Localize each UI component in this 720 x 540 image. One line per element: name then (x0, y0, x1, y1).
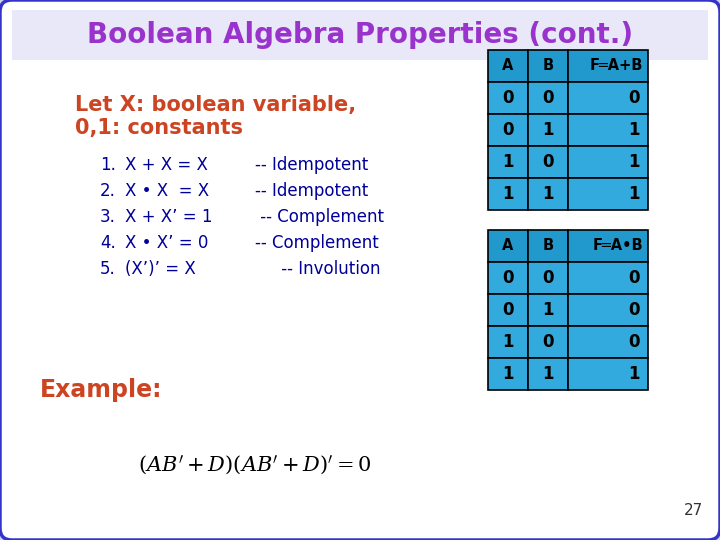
Text: 1: 1 (503, 153, 514, 171)
Text: B: B (542, 239, 554, 253)
Bar (568, 262, 648, 294)
Text: 2.: 2. (100, 182, 116, 200)
Bar (528, 50, 568, 82)
Bar (488, 358, 528, 390)
Bar (568, 82, 648, 114)
Bar (12, 10, 708, 60)
Text: 0: 0 (542, 153, 554, 171)
Text: X + X’ = 1: X + X’ = 1 (125, 208, 212, 226)
Text: B: B (542, 58, 554, 73)
Text: 1: 1 (629, 185, 640, 203)
Text: 0: 0 (629, 333, 640, 351)
Text: Boolean Algebra Properties (cont.): Boolean Algebra Properties (cont.) (87, 21, 633, 49)
Text: 1: 1 (542, 365, 554, 383)
Text: 0: 0 (629, 269, 640, 287)
Bar (568, 114, 648, 146)
Bar (568, 50, 648, 82)
Bar (528, 178, 568, 210)
Text: 0: 0 (503, 301, 514, 319)
Text: 1: 1 (629, 153, 640, 171)
Text: 0: 0 (542, 269, 554, 287)
Bar (488, 262, 528, 294)
Text: 1: 1 (503, 185, 514, 203)
Text: 0: 0 (503, 89, 514, 107)
Bar (528, 358, 568, 390)
Text: X • X  = X: X • X = X (125, 182, 209, 200)
Text: 1: 1 (629, 121, 640, 139)
Text: 1.: 1. (100, 156, 116, 174)
Text: -- Complement: -- Complement (255, 234, 379, 252)
Text: Let X: boolean variable,: Let X: boolean variable, (75, 95, 356, 115)
Text: 0: 0 (542, 333, 554, 351)
Bar (488, 178, 528, 210)
Bar (568, 294, 648, 326)
Text: -- Involution: -- Involution (255, 260, 380, 278)
Text: 1: 1 (542, 185, 554, 203)
Text: 1: 1 (542, 301, 554, 319)
Bar (528, 294, 568, 326)
Text: (X’)’ = X: (X’)’ = X (125, 260, 196, 278)
Text: 1: 1 (503, 333, 514, 351)
Text: 1: 1 (629, 365, 640, 383)
Text: X + X = X: X + X = X (125, 156, 208, 174)
Text: 0: 0 (542, 89, 554, 107)
Text: -- Complement: -- Complement (255, 208, 384, 226)
Text: -- Idempotent: -- Idempotent (255, 156, 368, 174)
Bar (528, 114, 568, 146)
Bar (568, 358, 648, 390)
Text: 1: 1 (503, 365, 514, 383)
Bar (488, 146, 528, 178)
Bar (568, 230, 648, 262)
Text: Example:: Example: (40, 378, 163, 402)
Text: F═A+B: F═A+B (590, 58, 643, 73)
Bar (488, 82, 528, 114)
Bar (488, 114, 528, 146)
Text: 3.: 3. (100, 208, 116, 226)
Bar (528, 82, 568, 114)
Text: 0: 0 (629, 89, 640, 107)
Text: $(AB'+D)(AB'+D)'=0$: $(AB'+D)(AB'+D)'=0$ (138, 453, 372, 477)
Text: 1: 1 (542, 121, 554, 139)
Text: 27: 27 (684, 503, 703, 518)
Bar (568, 178, 648, 210)
Bar (568, 326, 648, 358)
Text: 0: 0 (503, 121, 514, 139)
Text: A: A (503, 58, 513, 73)
Text: 5.: 5. (100, 260, 116, 278)
Bar (528, 262, 568, 294)
Bar (528, 230, 568, 262)
Bar (528, 146, 568, 178)
Bar (568, 146, 648, 178)
Text: 0: 0 (629, 301, 640, 319)
Text: A: A (503, 239, 513, 253)
Text: 0,1: constants: 0,1: constants (75, 118, 243, 138)
Text: -- Idempotent: -- Idempotent (255, 182, 368, 200)
Text: 0: 0 (503, 269, 514, 287)
Bar (528, 326, 568, 358)
Text: X • X’ = 0: X • X’ = 0 (125, 234, 208, 252)
Text: F═A•B: F═A•B (593, 239, 643, 253)
Bar (488, 294, 528, 326)
Text: 4.: 4. (100, 234, 116, 252)
Bar (488, 50, 528, 82)
Bar (488, 230, 528, 262)
Bar (488, 326, 528, 358)
